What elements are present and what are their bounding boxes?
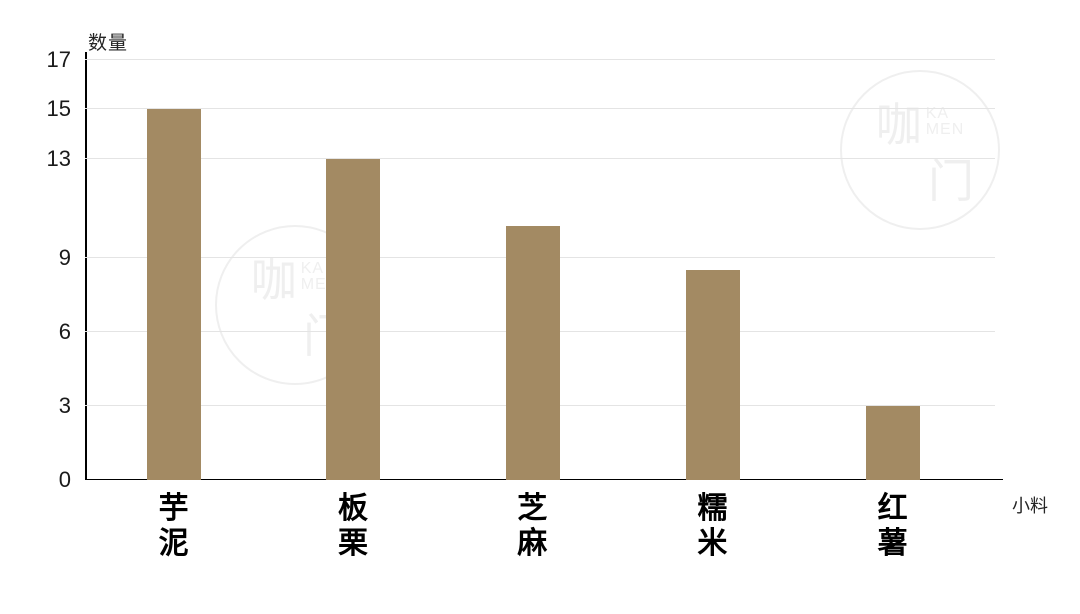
bar	[506, 226, 560, 480]
y-tick-label: 6	[59, 319, 71, 345]
y-tick-label: 3	[59, 393, 71, 419]
y-tick-label: 0	[59, 467, 71, 493]
y-tick-label: 13	[47, 146, 71, 172]
x-category-label: 糯 米	[697, 492, 728, 561]
bar	[326, 159, 380, 480]
y-axis-title: 数量	[88, 28, 128, 55]
y-tick-label: 9	[59, 245, 71, 271]
x-category-label: 板 栗	[338, 492, 369, 561]
y-tick-label: 15	[47, 96, 71, 122]
bar	[147, 109, 201, 480]
x-category-label: 芋 泥	[159, 492, 190, 561]
bar	[686, 270, 740, 480]
bar-chart: 数量 小料 咖KAMEN 门 咖KAMEN 门 0369131517芋 泥板 栗…	[0, 0, 1080, 614]
y-axis-line	[85, 52, 87, 480]
plot-area: 0369131517芋 泥板 栗芝 麻糯 米红 薯	[85, 60, 995, 480]
x-category-label: 红 薯	[878, 492, 909, 561]
bar	[866, 406, 920, 480]
y-tick-label: 17	[47, 47, 71, 73]
grid-line	[85, 59, 995, 60]
x-category-label: 芝 麻	[517, 492, 548, 561]
grid-line	[85, 108, 995, 109]
grid-line	[85, 158, 995, 159]
x-axis-title: 小料	[1012, 492, 1048, 518]
